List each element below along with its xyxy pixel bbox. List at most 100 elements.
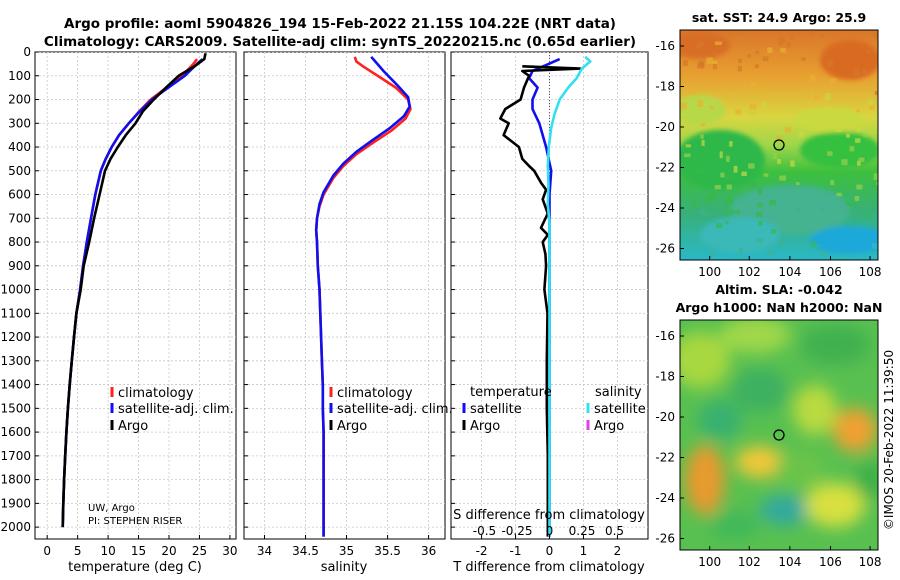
sst-pixel xyxy=(684,153,691,158)
map-y-tick-label: -20 xyxy=(655,410,675,424)
s-tick-label: 0 xyxy=(546,524,554,538)
sst-pixel xyxy=(726,184,732,190)
sst-pixel xyxy=(729,209,736,215)
map-y-tick-label: -26 xyxy=(655,532,675,546)
sst-pixel xyxy=(795,207,802,212)
x-tick-label: 36 xyxy=(421,544,436,558)
sst-pixel xyxy=(750,122,758,127)
sst-pixel xyxy=(735,109,742,115)
s-tick-label: 0.25 xyxy=(569,524,596,538)
sst-pixel xyxy=(780,48,786,53)
sst-pixel xyxy=(814,243,821,247)
salinity-panel-frame xyxy=(243,51,446,540)
sst-pixel xyxy=(706,57,713,64)
sst-pixel xyxy=(680,102,687,110)
x-tick-label: 20 xyxy=(161,544,176,558)
sst-pixel xyxy=(779,175,786,181)
depth-tick-label: 200 xyxy=(8,93,31,107)
sst-pixel xyxy=(789,35,795,40)
sst-pixel xyxy=(741,85,747,90)
sst-pixel xyxy=(739,248,743,254)
sst-pixel xyxy=(697,40,704,47)
sst-pixel xyxy=(871,243,878,249)
sst-pixel xyxy=(756,238,763,244)
sst-pixel xyxy=(757,202,763,208)
s-difference-xlabel: S difference from climatology xyxy=(453,508,645,523)
sst-pixel xyxy=(767,47,773,53)
sst-pixel xyxy=(777,41,783,46)
temperature-xlabel: temperature (deg C) xyxy=(68,560,202,575)
s-tick-label: -0.5 xyxy=(473,524,496,538)
map-y-tick-label: -26 xyxy=(655,242,675,256)
sst-pixel xyxy=(758,220,763,226)
map-y-tick-label: -22 xyxy=(655,161,675,175)
s-tick-label: -0.25 xyxy=(501,524,532,538)
sst-pixel xyxy=(754,64,759,69)
difference-legend: temperature salinity satellite Argo sate… xyxy=(462,385,646,434)
figure-title-line2: Climatology: CARS2009. Satellite-adj cli… xyxy=(44,34,636,50)
legend-label-climatology: climatology xyxy=(118,386,194,401)
map-x-tick-label: 102 xyxy=(738,555,761,569)
sst-pixel xyxy=(729,122,734,126)
sst-pixel xyxy=(777,36,784,43)
series-line-temperature-argo xyxy=(498,65,582,537)
map-y-tick-label: -20 xyxy=(655,120,675,134)
sst-pixel xyxy=(777,158,782,164)
sst-pixel xyxy=(691,200,698,208)
sla-map-image xyxy=(680,320,878,550)
sst-pixel xyxy=(747,54,752,58)
t-difference-xlabel: T difference from climatology xyxy=(452,560,645,575)
sst-pixel xyxy=(856,184,863,190)
sst-pixel xyxy=(771,229,777,234)
sst-pixel xyxy=(695,168,703,174)
legend-heading-salinity: salinity xyxy=(595,385,642,400)
sst-pixel xyxy=(729,141,733,147)
depth-tick-label: 1200 xyxy=(0,330,31,344)
imos-watermark: ©IMOS 20-Feb-2022 11:39:50 xyxy=(882,350,896,530)
sst-pixel xyxy=(778,238,784,246)
sla-map-title-line2: Argo h1000: NaN h2000: NaN xyxy=(676,300,883,315)
depth-tick-label: 600 xyxy=(8,188,31,202)
map-y-tick-label: -24 xyxy=(655,491,675,505)
sst-pixel xyxy=(710,192,717,200)
sst-pixel xyxy=(725,221,729,225)
legend-label-argo: Argo xyxy=(337,419,367,434)
sst-pixel xyxy=(748,163,755,169)
credit-pi: PI: STEPHEN RISER xyxy=(88,516,182,527)
sst-pixel xyxy=(806,91,810,99)
depth-tick-label: 800 xyxy=(8,235,31,249)
sst-pixel xyxy=(867,214,871,219)
sst-map-image xyxy=(680,30,878,260)
sst-pixel xyxy=(822,121,829,128)
x-tick-label: 5 xyxy=(74,544,82,558)
legend-heading-temperature: temperature xyxy=(470,385,552,400)
sst-pixel xyxy=(809,31,814,36)
x-tick-label: 1 xyxy=(580,544,588,558)
map-y-tick-label: -18 xyxy=(655,80,675,94)
map-x-tick-label: 102 xyxy=(738,265,761,279)
x-tick-label: 15 xyxy=(131,544,146,558)
sst-pixel xyxy=(682,59,688,66)
series-line-salinity-satellite xyxy=(546,55,592,537)
map-x-tick-label: 100 xyxy=(698,555,721,569)
sst-pixel xyxy=(691,89,697,95)
x-tick-label: 0 xyxy=(546,544,554,558)
depth-tick-label: 700 xyxy=(8,211,31,225)
sla-map: Altim. SLA: -0.042 Argo h1000: NaN h2000… xyxy=(655,282,883,569)
salinity-legend: climatology satellite-adj. clim. Argo xyxy=(329,386,453,434)
depth-tick-label: 300 xyxy=(8,116,31,130)
sst-pixel xyxy=(800,57,806,61)
sst-pixel xyxy=(835,257,841,260)
legend-label-sal-argo: Argo xyxy=(594,419,624,434)
sst-pixel xyxy=(874,90,878,95)
map-x-tick-label: 100 xyxy=(698,265,721,279)
sst-pixel xyxy=(716,223,723,229)
temperature-legend: climatology satellite-adj. clim. Argo xyxy=(110,386,234,434)
temperature-panel: 0 5 10 15 20 25 30 temperature (deg C) xyxy=(34,51,238,575)
sst-pixel xyxy=(727,196,733,203)
map-y-tick-label: -16 xyxy=(655,329,675,343)
sst-pixel xyxy=(845,201,851,206)
x-tick-label: -1 xyxy=(510,544,522,558)
legend-label-temp-argo: Argo xyxy=(470,419,500,434)
